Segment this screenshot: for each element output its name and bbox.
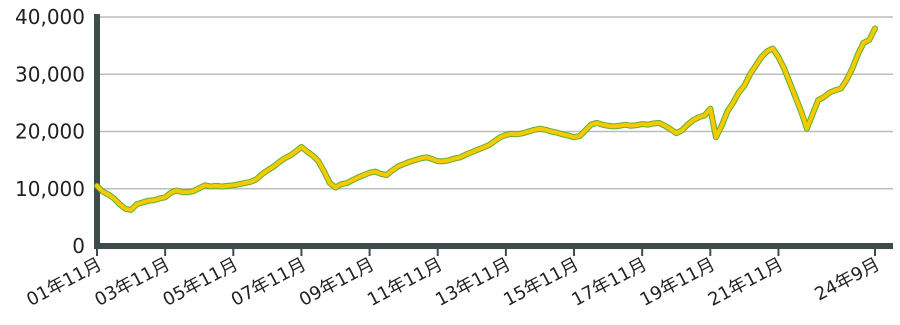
x-tick-label: 09年11月: [296, 254, 378, 311]
x-tick-label: 21年11月: [705, 254, 787, 311]
x-tick-label: 19年11月: [637, 254, 719, 311]
x-tick-label: 24年9月: [811, 254, 883, 306]
x-tick-label: 03年11月: [91, 254, 173, 311]
y-tick-label: 0: [72, 234, 85, 258]
x-tick-label: 11年11月: [364, 254, 446, 311]
x-tick-label: 15年11月: [500, 254, 582, 311]
y-tick-label: 40,000: [15, 5, 85, 29]
x-tick-label: 17年11月: [568, 254, 650, 311]
x-tick-label: 05年11月: [160, 254, 242, 311]
y-tick-label: 10,000: [15, 177, 85, 201]
x-tick-label: 07年11月: [228, 254, 310, 311]
x-tick-label: 13年11月: [432, 254, 514, 311]
y-tick-label: 30,000: [15, 62, 85, 86]
x-tick-label: 01年11月: [23, 254, 105, 311]
y-tick-label: 20,000: [15, 120, 85, 144]
line: [95, 26, 877, 212]
line-edge: [94, 25, 878, 213]
